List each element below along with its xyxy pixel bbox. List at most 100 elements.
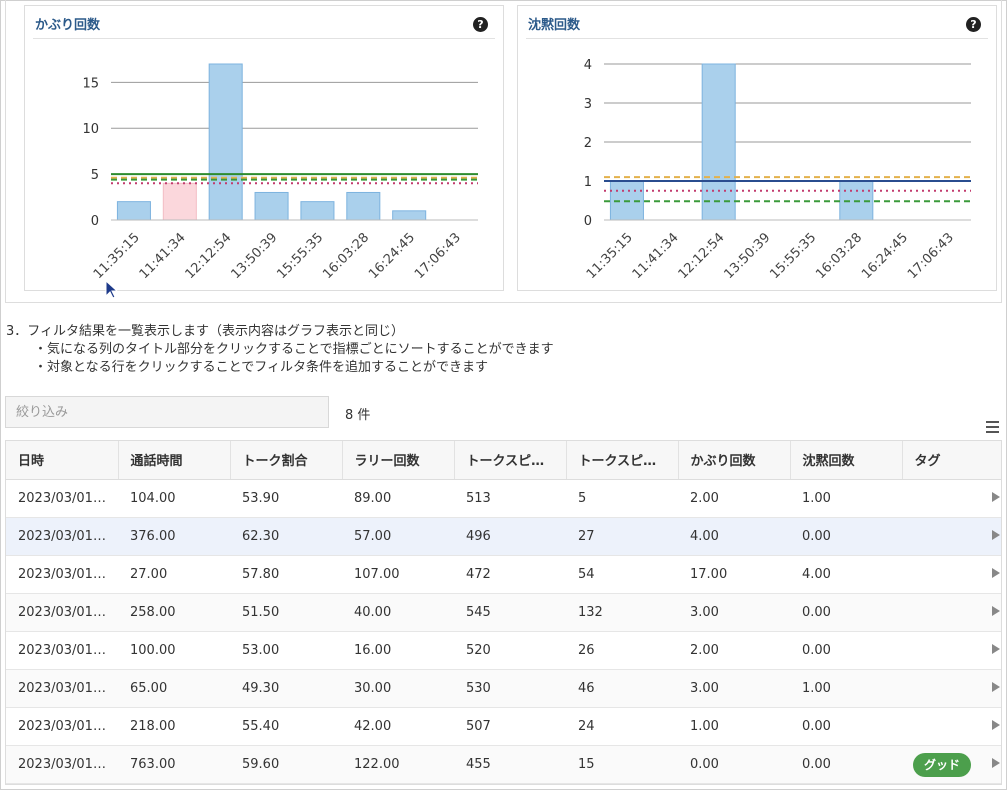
tag-cell	[902, 555, 1001, 594]
row-expand-arrow-icon[interactable]	[992, 681, 1000, 692]
table-cell: 520	[454, 631, 566, 670]
table-cell: 2023/03/01 …	[6, 669, 118, 708]
table-cell: 46	[566, 669, 678, 708]
column-header[interactable]: トークスピード	[454, 441, 567, 480]
chinmoku-chart-panel: 沈黙回数 ? 0 1 2 3 4 11:35:15 11:41:34 12:12:54 13:5…	[517, 5, 997, 291]
table-cell: 59.60	[230, 745, 342, 784]
tag-cell	[902, 479, 1001, 518]
column-header[interactable]: タグ	[902, 441, 1001, 480]
table-cell: 2023/03/01 …	[6, 593, 118, 632]
table-cell: 0.00	[790, 517, 902, 556]
table-cell: 3.00	[678, 669, 790, 708]
table-row[interactable]: 2023/03/01 … 376.00 62.30 57.00 496 27 4.00 0.0…	[6, 517, 1001, 556]
chinmoku-chart-title: 沈黙回数	[528, 18, 581, 33]
table-row[interactable]: 2023/03/01 … 100.00 53.00 16.00 520 26 2.00 0.0…	[6, 631, 1001, 670]
table-row[interactable]: 2023/03/01 … 65.00 49.30 30.00 530 46 3.00 1.00	[6, 669, 1001, 708]
table-cell: 27	[566, 517, 678, 556]
table-row[interactable]: 2023/03/01 … 258.00 51.50 40.00 545 132 3.00 0.…	[6, 593, 1001, 632]
table-cell: 2023/03/01 …	[6, 555, 118, 594]
row-expand-arrow-icon[interactable]	[992, 605, 1000, 616]
tag-cell	[902, 631, 1001, 670]
x-tick-label: 15:55:35	[767, 230, 819, 282]
table-cell: 530	[454, 669, 566, 708]
x-tick-label: 17:06:43	[905, 230, 957, 282]
table-cell: 62.30	[230, 517, 342, 556]
table-row[interactable]: 2023/03/01 … 104.00 53.90 89.00 513 5 2.00 1.00	[6, 479, 1001, 518]
table-cell: 26	[566, 631, 678, 670]
table-cell: 763.00	[118, 745, 230, 784]
results-table: 日時 通話時間 トーク割合 ラリー回数 トークスピード トークスピ… かぶり回数 沈黙回数 タグ…	[5, 440, 1002, 785]
description-heading: 3．フィルタ結果を一覧表示します（表示内容はグラフ表示と同じ）	[6, 324, 405, 339]
tag-cell	[902, 517, 1001, 556]
bar	[208, 63, 243, 221]
column-header[interactable]: かぶり回数	[678, 441, 791, 480]
table-cell: 0.00	[790, 593, 902, 632]
table-cell: 89.00	[342, 479, 454, 518]
table-cell: 5	[566, 479, 678, 518]
table-row[interactable]: 2023/03/01 … 218.00 55.40 42.00 507 24 1.00 0.0…	[6, 707, 1001, 746]
bar	[162, 182, 197, 221]
filter-input[interactable]	[5, 396, 329, 428]
row-expand-arrow-icon[interactable]	[992, 529, 1000, 540]
x-tick-label: 16:24:45	[366, 230, 418, 282]
table-cell: 15	[566, 745, 678, 784]
panel-divider	[526, 38, 988, 39]
tag-cell: グッド	[902, 745, 1001, 784]
table-cell: 455	[454, 745, 566, 784]
table-cell: 132	[566, 593, 678, 632]
x-tick-label: 17:06:43	[412, 230, 464, 282]
table-cell: 0.00	[790, 707, 902, 746]
column-header[interactable]: トーク割合	[230, 441, 343, 480]
x-tick-label: 16:03:28	[320, 230, 372, 282]
column-header[interactable]: 通話時間	[118, 441, 231, 480]
bar	[701, 63, 736, 221]
question-circle-icon[interactable]: ?	[473, 17, 488, 32]
x-tick-label: 13:50:39	[721, 230, 773, 282]
kaburi-chart-panel: かぶり回数 ? 0 5 10 15 11:35:15 11:41:34 12:12:54 13…	[24, 5, 504, 291]
hamburger-menu-icon[interactable]	[986, 421, 999, 433]
table-cell: 16.00	[342, 631, 454, 670]
table-cell: 49.30	[230, 669, 342, 708]
bar	[116, 201, 151, 221]
y-tick-label: 10	[82, 122, 99, 137]
question-circle-icon[interactable]: ?	[966, 17, 981, 32]
table-row[interactable]: 2023/03/01 … 763.00 59.60 122.00 455 15 0.00 0.…	[6, 745, 1001, 784]
kaburi-chart-title: かぶり回数	[35, 18, 101, 33]
y-tick-label: 4	[584, 58, 592, 73]
row-expand-arrow-icon[interactable]	[992, 491, 1000, 502]
table-cell: 1.00	[790, 669, 902, 708]
table-cell: 65.00	[118, 669, 230, 708]
table-cell: 104.00	[118, 479, 230, 518]
bar	[254, 191, 289, 221]
row-expand-arrow-icon[interactable]	[992, 757, 1000, 768]
column-header[interactable]: ラリー回数	[342, 441, 455, 480]
table-row[interactable]: 2023/03/01 … 27.00 57.80 107.00 472 54 17.00 4.…	[6, 555, 1001, 594]
table-cell: 2023/03/01 …	[6, 707, 118, 746]
table-cell: 40.00	[342, 593, 454, 632]
table-cell: 24	[566, 707, 678, 746]
table-cell: 55.40	[230, 707, 342, 746]
description-block: 3．フィルタ結果を一覧表示します（表示内容はグラフ表示と同じ） ・気になる列のタ…	[6, 323, 554, 377]
x-tick-label: 11:41:34	[137, 230, 189, 282]
tag-badge: グッド	[913, 752, 972, 777]
table-cell: 122.00	[342, 745, 454, 784]
tag-cell	[902, 707, 1001, 746]
row-expand-arrow-icon[interactable]	[992, 643, 1000, 654]
row-expand-arrow-icon[interactable]	[992, 567, 1000, 578]
table-header-row: 日時 通話時間 トーク割合 ラリー回数 トークスピード トークスピ… かぶり回数 沈黙回数 タグ	[6, 441, 1001, 480]
charts-section: かぶり回数 ? 0 5 10 15 11:35:15 11:41:34 12:12:54 13…	[5, 0, 1002, 303]
tag-cell	[902, 669, 1001, 708]
tag-cell	[902, 593, 1001, 632]
row-expand-arrow-icon[interactable]	[992, 719, 1000, 730]
column-header[interactable]: トークスピ…	[566, 441, 679, 480]
column-header[interactable]: 日時	[6, 441, 119, 480]
column-header[interactable]: 沈黙回数	[790, 441, 903, 480]
x-tick-label: 11:35:15	[584, 230, 636, 282]
table-cell: 42.00	[342, 707, 454, 746]
table-cell: 57.00	[342, 517, 454, 556]
description-line-filter: ・対象となる行をクリックすることでフィルタ条件を追加することができます	[34, 360, 488, 375]
table-cell: 545	[454, 593, 566, 632]
table-cell: 30.00	[342, 669, 454, 708]
x-tick-label: 15:55:35	[274, 230, 326, 282]
y-tick-label: 5	[91, 168, 99, 183]
